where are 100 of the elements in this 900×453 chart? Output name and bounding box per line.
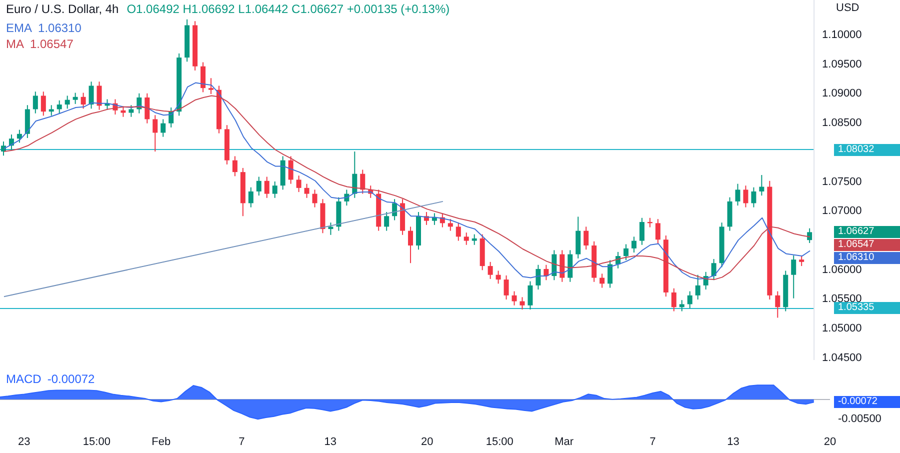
candlestick xyxy=(751,186,756,208)
candlestick xyxy=(520,296,525,310)
x-tick-label: 15:00 xyxy=(486,436,514,448)
x-tick-label: 13 xyxy=(324,436,337,448)
candlestick xyxy=(264,176,270,198)
candlestick xyxy=(464,232,469,246)
x-tick-label: 7 xyxy=(650,436,656,448)
x-tick-label: Feb xyxy=(152,436,171,448)
x-tick-label: Mar xyxy=(554,436,574,448)
candlestick xyxy=(312,189,318,208)
candlestick xyxy=(631,236,636,254)
y-tick-label: 1.09000 xyxy=(822,88,862,100)
candlestick xyxy=(536,264,541,290)
x-tick-label: 23 xyxy=(18,436,30,448)
candlestick xyxy=(232,156,238,177)
candlestick xyxy=(120,106,126,118)
x-tick-label: 7 xyxy=(238,436,245,448)
y-tick-label: 1.07500 xyxy=(822,176,862,188)
candlestick xyxy=(584,226,589,250)
candlestick xyxy=(96,81,102,110)
candlestick xyxy=(304,183,310,198)
candlestick xyxy=(360,169,366,194)
candlestick xyxy=(64,95,70,110)
x-tick-label: 20 xyxy=(420,436,434,448)
text: EMA xyxy=(6,21,32,35)
x-tick-label: 20 xyxy=(824,436,836,448)
candlestick xyxy=(392,198,398,221)
candlestick xyxy=(128,104,134,118)
candlestick xyxy=(799,254,804,267)
y-tick-label: 1.08500 xyxy=(822,117,862,130)
candlestick xyxy=(600,273,605,288)
candlestick xyxy=(807,228,812,244)
x-tick-label: 15:00 xyxy=(82,436,110,448)
candlestick xyxy=(248,186,254,208)
candlestick xyxy=(735,183,740,206)
candlestick xyxy=(144,92,150,124)
candlestick xyxy=(639,217,644,246)
chart-title: Euro / U.S. Dollar, 4h xyxy=(6,2,119,16)
series-label: MACD xyxy=(6,372,42,386)
candlestick xyxy=(40,91,46,116)
annotation: 1.06547 xyxy=(30,37,74,51)
y-axis-title: USD xyxy=(836,2,860,14)
y-tick-label: 1.05000 xyxy=(822,322,862,335)
candlestick xyxy=(384,212,390,232)
candlestick xyxy=(1,141,6,156)
text: 1.06627 xyxy=(834,226,900,238)
y-tick-label: 1.09500 xyxy=(822,58,862,70)
annotation: -0.00072 xyxy=(47,372,95,386)
candlestick xyxy=(504,274,509,300)
text: -0.00072 xyxy=(838,396,878,408)
candlestick xyxy=(256,176,262,196)
candlestick xyxy=(687,290,692,309)
candlestick xyxy=(152,114,158,152)
candlestick xyxy=(528,280,533,310)
y-tick-label: 1.07000 xyxy=(822,205,862,218)
candlestick xyxy=(200,62,206,93)
candlestick xyxy=(775,290,780,318)
candlestick xyxy=(352,151,358,198)
candlestick xyxy=(328,222,334,236)
candlestick xyxy=(576,216,581,259)
x-tick-label: 13 xyxy=(727,436,740,448)
candlestick xyxy=(488,261,493,280)
candlestick xyxy=(472,234,477,246)
text: 1.06310 xyxy=(838,252,874,264)
candlestick xyxy=(408,226,414,264)
candlestick xyxy=(624,244,628,261)
candlestick xyxy=(512,290,517,306)
candlestick xyxy=(695,274,700,300)
candlestick xyxy=(655,218,660,244)
candlestick xyxy=(296,175,302,193)
ref-line-label: 1.05335 xyxy=(834,302,900,314)
annotation: 1.06310 xyxy=(38,21,82,35)
candlestick xyxy=(448,218,453,232)
candlestick xyxy=(568,250,573,282)
candlestick xyxy=(88,81,94,110)
candlestick xyxy=(272,180,278,198)
candlestick xyxy=(679,300,684,312)
y-tick-label: 1.10000 xyxy=(822,28,862,41)
candlestick xyxy=(56,100,62,114)
candlestick xyxy=(80,92,86,110)
candlestick xyxy=(208,78,214,94)
text: MA xyxy=(6,37,24,51)
candlestick xyxy=(671,288,676,312)
candlestick xyxy=(288,156,294,184)
candlestick xyxy=(72,92,78,104)
y-tick-label: 1.06000 xyxy=(822,264,862,276)
candlestick xyxy=(456,222,461,242)
candlestick xyxy=(48,104,54,116)
candlestick xyxy=(608,260,613,288)
text: -0.00500 xyxy=(837,413,882,426)
candlestick xyxy=(759,174,764,196)
candlestick xyxy=(711,258,716,281)
candlestick xyxy=(743,185,748,208)
ref-line-label: 1.08032 xyxy=(834,144,900,156)
candlestick xyxy=(791,254,796,299)
candlestick xyxy=(496,270,501,284)
candlestick xyxy=(160,118,166,138)
y-tick-label: 1.04500 xyxy=(822,352,862,364)
candlestick xyxy=(32,91,38,114)
candlestick xyxy=(560,250,565,282)
